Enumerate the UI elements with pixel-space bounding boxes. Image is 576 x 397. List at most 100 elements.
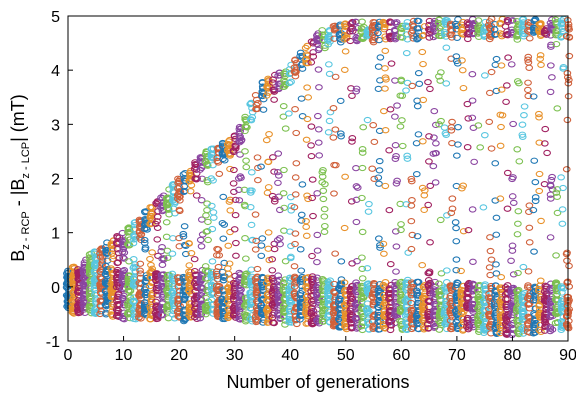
data-point — [323, 295, 332, 302]
data-point — [236, 151, 244, 158]
data-point — [530, 17, 538, 25]
data-point — [229, 180, 238, 187]
data-point — [175, 206, 184, 214]
data-point — [491, 160, 500, 167]
data-point — [231, 211, 240, 219]
data-point — [562, 250, 571, 258]
data-point — [413, 233, 422, 240]
data-point — [559, 65, 568, 72]
data-point — [398, 117, 406, 124]
data-point — [241, 127, 249, 135]
data-point — [565, 52, 574, 60]
data-point — [190, 256, 199, 263]
data-point — [553, 291, 561, 298]
data-point — [246, 204, 255, 211]
data-point — [347, 85, 355, 92]
data-point — [146, 221, 155, 228]
data-point — [324, 41, 333, 48]
data-point — [174, 300, 183, 308]
data-point — [231, 143, 240, 150]
data-point — [442, 80, 451, 87]
data-point — [470, 158, 479, 166]
data-point — [314, 126, 323, 133]
data-point — [331, 250, 340, 257]
data-point — [452, 256, 461, 263]
data-point — [326, 277, 334, 284]
data-point — [419, 60, 427, 68]
data-point — [207, 281, 216, 288]
data-point — [340, 66, 349, 74]
data-point — [375, 167, 384, 174]
data-point — [329, 134, 338, 141]
data-point — [347, 315, 356, 323]
data-point — [374, 29, 382, 37]
data-point — [524, 268, 533, 275]
data-point — [302, 218, 310, 225]
data-point — [342, 34, 350, 41]
data-point — [424, 78, 432, 86]
data-point — [541, 317, 550, 324]
data-point — [143, 274, 151, 281]
data-point — [224, 138, 233, 145]
data-point — [297, 95, 306, 102]
data-point — [253, 154, 262, 161]
data-point — [319, 167, 327, 174]
data-point — [242, 163, 251, 171]
data-point — [291, 174, 300, 181]
data-point — [325, 281, 334, 288]
data-point — [413, 290, 422, 297]
data-point — [359, 124, 368, 131]
data-point — [531, 178, 540, 186]
data-point — [403, 326, 411, 334]
data-point — [253, 105, 262, 113]
data-point — [268, 267, 277, 274]
data-point — [426, 85, 434, 93]
data-point — [208, 258, 217, 265]
data-point — [314, 66, 323, 73]
data-points — [62, 15, 574, 339]
data-point — [525, 35, 534, 42]
data-point — [232, 239, 240, 247]
data-point — [452, 53, 461, 60]
data-point — [182, 250, 190, 258]
data-point — [247, 117, 256, 124]
data-point — [476, 299, 484, 306]
data-point — [390, 19, 399, 26]
data-point — [264, 315, 273, 323]
data-point — [286, 69, 295, 77]
data-point — [503, 28, 511, 35]
x-tick-label: 60 — [392, 347, 410, 364]
data-point — [562, 322, 571, 329]
data-point — [385, 147, 394, 154]
data-point — [486, 271, 495, 279]
data-point — [552, 40, 561, 48]
data-point — [347, 198, 356, 205]
data-point — [509, 120, 518, 128]
data-point — [241, 255, 250, 262]
data-point — [413, 103, 422, 110]
data-point — [425, 268, 434, 275]
data-point — [275, 235, 284, 242]
data-point — [325, 70, 334, 78]
data-point — [313, 231, 322, 239]
data-point — [546, 88, 555, 96]
data-point — [185, 240, 193, 247]
data-point — [519, 308, 528, 315]
data-point — [414, 131, 423, 138]
data-point — [257, 252, 266, 259]
data-point — [352, 218, 361, 226]
data-point — [358, 254, 366, 261]
data-point — [518, 325, 527, 332]
data-point — [418, 294, 427, 301]
data-point — [235, 186, 243, 193]
data-point — [304, 195, 312, 203]
data-point — [180, 296, 189, 304]
data-point — [153, 236, 162, 243]
data-point — [274, 172, 283, 179]
data-point — [420, 192, 429, 199]
data-point — [379, 240, 388, 247]
data-point — [148, 291, 157, 298]
data-point — [302, 232, 311, 239]
data-point — [292, 129, 301, 137]
data-point — [497, 273, 506, 281]
